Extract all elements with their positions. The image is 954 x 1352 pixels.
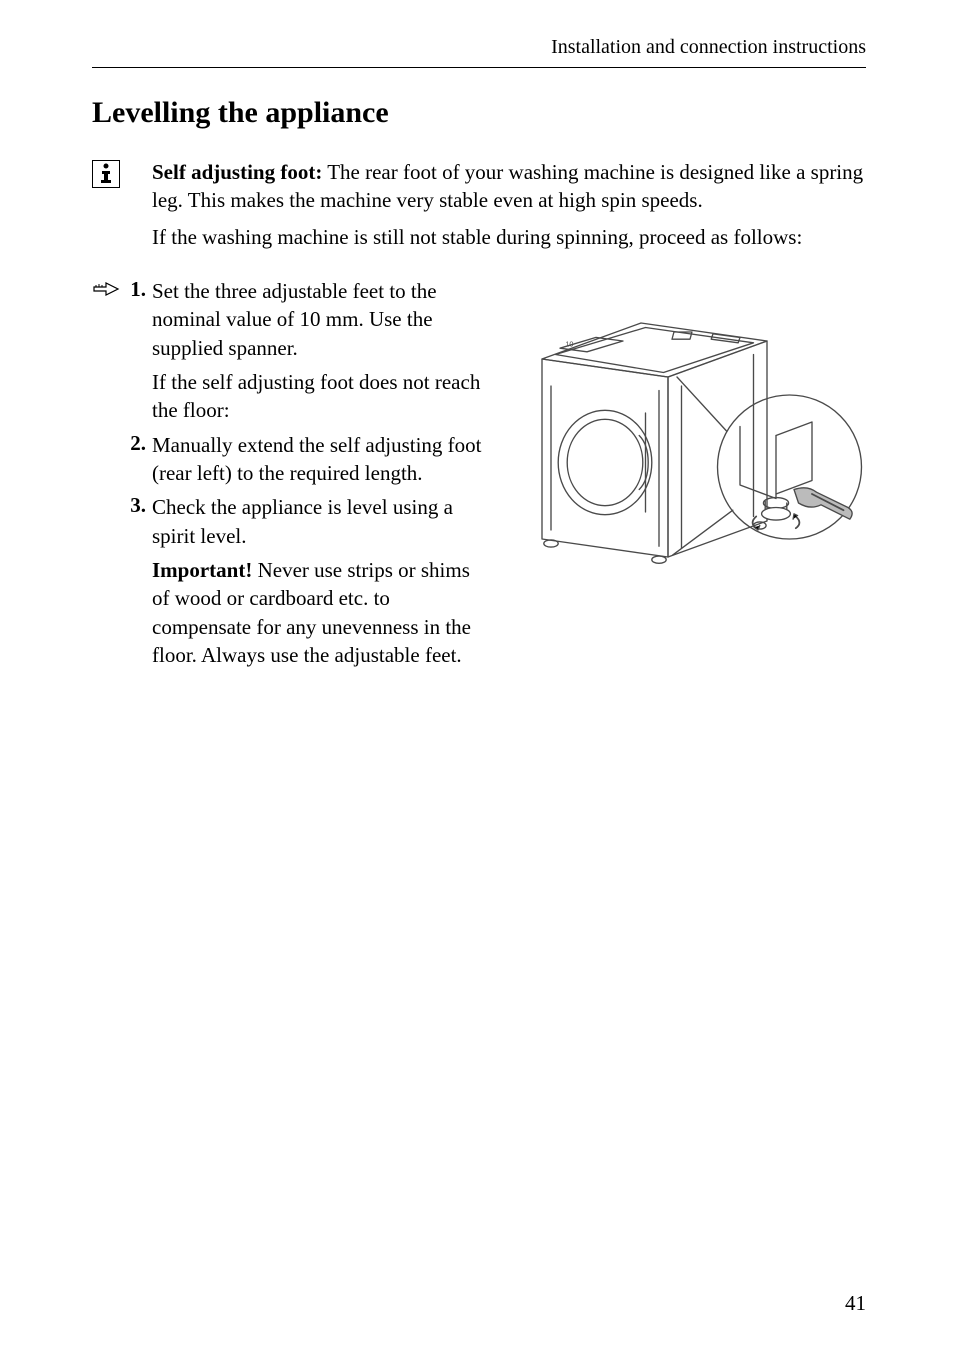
step-3-marker: [92, 493, 122, 550]
steps-and-figure: 1. Set the three adjustable feet to the …: [92, 277, 866, 669]
step-2-text: Manually extend the self adjusting foot …: [152, 431, 486, 488]
important-block: Important! Never use strips or shims of …: [152, 556, 486, 669]
washing-machine-illustration: 10: [506, 287, 866, 575]
info-glyph: [96, 162, 116, 186]
step-1-row: 1. Set the three adjustable feet to the …: [92, 277, 486, 425]
info-icon: [92, 160, 120, 188]
info-block: Self adjusting foot: The rear foot of yo…: [92, 158, 866, 259]
step-1-sub: If the self adjusting foot does not reac…: [152, 368, 486, 425]
figure-column: 10: [506, 277, 866, 669]
step-3-row: 3. Check the appliance is level using a …: [92, 493, 486, 550]
svg-text:10: 10: [565, 339, 573, 348]
running-header: Installation and connection instructions: [92, 36, 866, 59]
step-1-text: Set the three adjustable feet to the nom…: [152, 277, 486, 425]
important-label: Important!: [152, 558, 252, 582]
step-2-marker: [92, 431, 122, 488]
step-1-number: 1.: [122, 277, 152, 425]
step-1-main: Set the three adjustable feet to the nom…: [152, 279, 437, 360]
info-content: Self adjusting foot: The rear foot of yo…: [152, 158, 866, 259]
section-title: Levelling the appliance: [92, 96, 866, 130]
step-3-number: 3.: [122, 493, 152, 550]
info-para-2: If the washing machine is still not stab…: [152, 223, 866, 251]
step-3-text: Check the appliance is level using a spi…: [152, 493, 486, 550]
header-rule: Installation and connection instructions: [92, 36, 866, 68]
pointing-hand-icon: [92, 277, 122, 425]
page-number: 41: [845, 1291, 866, 1316]
step-2-number: 2.: [122, 431, 152, 488]
info-para-1: Self adjusting foot: The rear foot of yo…: [152, 158, 866, 215]
info-icon-wrapper: [92, 158, 152, 259]
self-adjusting-label: Self adjusting foot:: [152, 160, 322, 184]
step-2-row: 2. Manually extend the self adjusting fo…: [92, 431, 486, 488]
steps-column: 1. Set the three adjustable feet to the …: [92, 277, 486, 669]
